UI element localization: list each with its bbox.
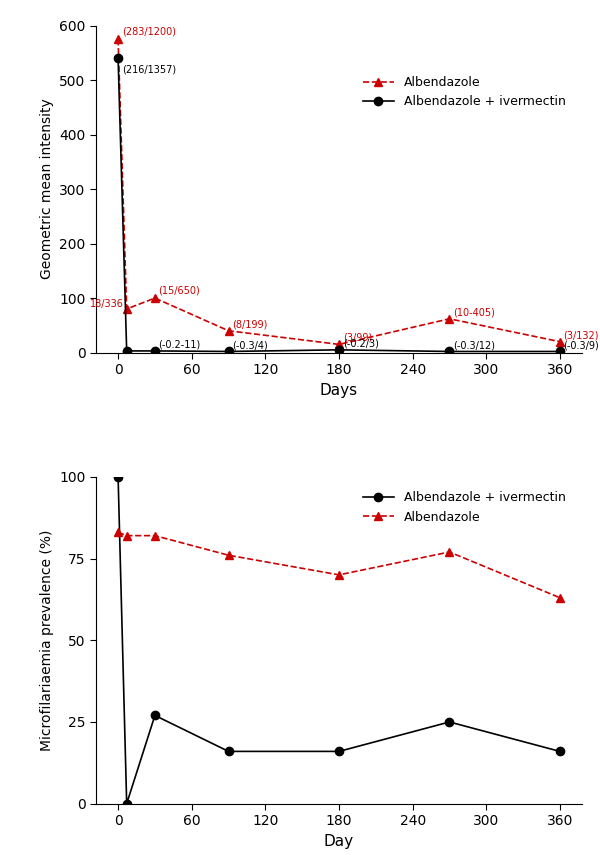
Text: (283/1200): (283/1200)	[122, 27, 176, 37]
Text: (216/1357): (216/1357)	[122, 65, 176, 74]
X-axis label: Days: Days	[320, 382, 358, 398]
Text: (3/99): (3/99)	[343, 333, 372, 343]
Text: (-0.3/4): (-0.3/4)	[232, 340, 268, 351]
Y-axis label: Geometric mean intensity: Geometric mean intensity	[40, 98, 53, 280]
Legend: Albendazole + ivermectin, Albendazole: Albendazole + ivermectin, Albendazole	[358, 486, 571, 528]
Text: (15/650): (15/650)	[158, 286, 200, 295]
Text: (-0.2/3): (-0.2/3)	[343, 339, 379, 349]
Text: (3/132): (3/132)	[563, 330, 599, 340]
Text: (8/199): (8/199)	[232, 319, 268, 329]
X-axis label: Day: Day	[324, 834, 354, 849]
Legend: Albendazole, Albendazole + ivermectin: Albendazole, Albendazole + ivermectin	[358, 71, 571, 114]
Text: 18/336: 18/336	[90, 299, 124, 309]
Text: (-0.2-11): (-0.2-11)	[158, 339, 201, 350]
Text: (-0.3/9): (-0.3/9)	[563, 340, 599, 351]
Text: (10-405): (10-405)	[453, 307, 495, 317]
Text: (-0.3/12): (-0.3/12)	[453, 340, 495, 351]
Y-axis label: Microfilariaemia prevalence (%): Microfilariaemia prevalence (%)	[40, 529, 53, 751]
